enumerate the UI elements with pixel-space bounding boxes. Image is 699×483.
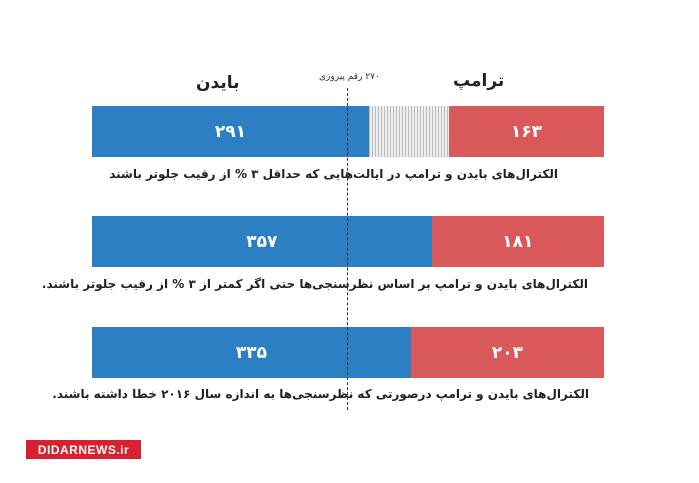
biden-value-label: ۳۵۷ bbox=[246, 231, 278, 252]
trump-value-label: ۲۰۳ bbox=[491, 342, 523, 363]
trump-segment bbox=[431, 216, 604, 267]
biden-segment bbox=[92, 327, 411, 378]
trump-value-label: ۱۶۳ bbox=[510, 121, 542, 142]
row-caption: الکترال‌های بایدن و ترامپ در ایالت‌هایی … bbox=[109, 167, 558, 181]
undecided-segment bbox=[368, 106, 449, 157]
threshold-line bbox=[347, 88, 348, 410]
trump-label: ترامپ bbox=[453, 71, 505, 91]
biden-value-label: ۳۳۵ bbox=[235, 342, 267, 363]
trump-segment bbox=[448, 106, 604, 157]
trump-value-label: ۱۸۱ bbox=[502, 231, 534, 252]
biden-segment bbox=[92, 106, 369, 157]
trump-segment bbox=[410, 327, 604, 378]
row-caption: الکترال‌های بایدن و ترامپ درصورتی که نظر… bbox=[52, 387, 589, 401]
electoral-bar: ۳۵۷ ۱۸۱ bbox=[92, 216, 604, 267]
electoral-bar: ۳۳۵ ۲۰۳ bbox=[92, 327, 604, 378]
brand-logo: DIDARNEWS.ir bbox=[26, 440, 141, 459]
biden-segment bbox=[92, 216, 432, 267]
electoral-bar: ۲۹۱ ۱۶۳ bbox=[92, 106, 604, 157]
threshold-label: ۲۷۰ رقم پیروزی bbox=[319, 72, 380, 82]
biden-value-label: ۲۹۱ bbox=[214, 121, 247, 142]
biden-label: بایدن bbox=[196, 73, 240, 93]
row-caption: الکترال‌های بایدن و ترامپ بر اساس نظرسنج… bbox=[41, 277, 588, 291]
